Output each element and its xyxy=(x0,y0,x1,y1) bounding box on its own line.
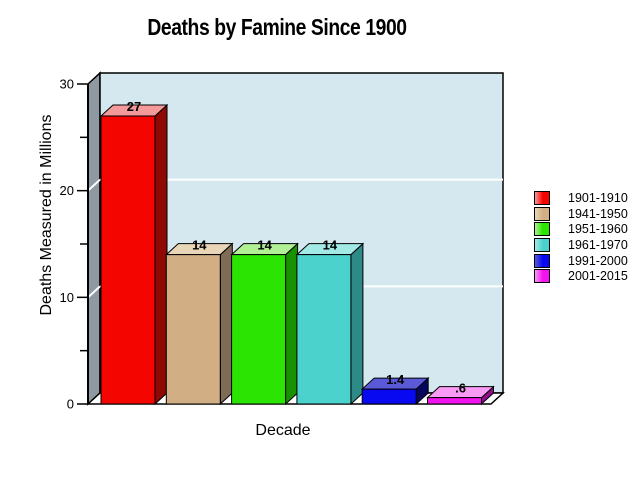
bar-value-label: 27 xyxy=(127,99,141,114)
chart-title: Deaths by Famine Since 1900 xyxy=(147,14,407,40)
bar-value-label: 14 xyxy=(257,238,272,253)
legend-swatch-icon xyxy=(534,190,550,205)
legend-swatch-icon xyxy=(534,237,550,252)
legend-swatch-icon xyxy=(534,222,550,237)
legend-item: 1941-1950 xyxy=(534,206,628,222)
y-tick-label: 30 xyxy=(60,77,74,92)
bar-side xyxy=(154,103,168,406)
bar-value-label: .6 xyxy=(455,381,466,396)
legend-item: 1991-2000 xyxy=(534,253,628,269)
legend-label: 2001-2015 xyxy=(568,269,628,284)
legend-label: 1901-1910 xyxy=(568,190,628,205)
y-axis-title: Deaths Measured in Millions xyxy=(38,114,55,316)
bar-side xyxy=(285,242,299,406)
y-tick-label: 10 xyxy=(60,290,74,305)
side-wall xyxy=(87,71,101,406)
bar-value-label: 14 xyxy=(192,238,207,253)
legend-label: 1941-1950 xyxy=(568,206,628,221)
bar xyxy=(100,115,156,405)
legend-item: 1901-1910 xyxy=(534,190,628,206)
bar-side xyxy=(350,242,364,406)
x-axis-title: Decade xyxy=(255,422,311,439)
bar xyxy=(231,254,287,405)
legend-item: 2001-2015 xyxy=(534,268,628,284)
legend: 1901-1910 1941-1950 1951-1960 1961-1970 1991… xyxy=(534,190,628,284)
legend-swatch-icon xyxy=(534,269,550,284)
y-tick-label: 0 xyxy=(67,397,74,412)
bar xyxy=(165,254,221,405)
bar-side xyxy=(219,242,233,406)
bar xyxy=(296,254,352,405)
legend-swatch-icon xyxy=(534,253,550,268)
gridline-sidewall xyxy=(87,178,101,192)
legend-label: 1951-1960 xyxy=(568,222,628,237)
legend-label: 1961-1970 xyxy=(568,237,628,252)
gridline-sidewall xyxy=(87,285,101,299)
legend-swatch-icon xyxy=(534,206,550,221)
bar xyxy=(427,397,482,405)
bar xyxy=(361,388,417,405)
bar-value-label: 14 xyxy=(323,238,338,253)
legend-item: 1951-1960 xyxy=(534,221,628,237)
y-tick-label: 20 xyxy=(60,183,74,198)
bar-value-label: 1.4 xyxy=(386,372,405,387)
legend-label: 1991-2000 xyxy=(568,253,628,268)
legend-item: 1961-1970 xyxy=(534,237,628,253)
